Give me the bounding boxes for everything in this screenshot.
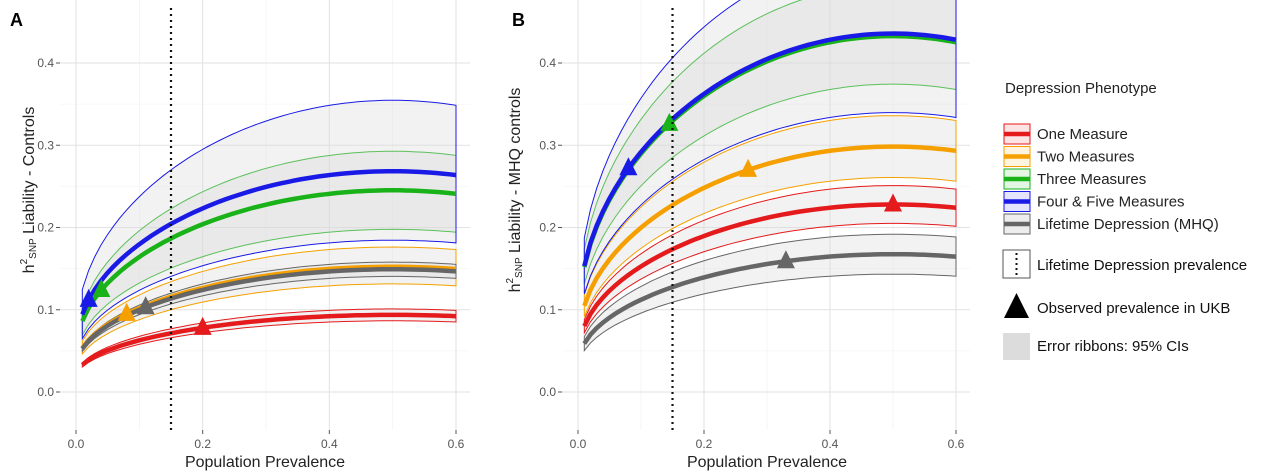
panel-b-plot xyxy=(582,0,957,430)
legend-ribbon-label: Error ribbons: 95% CIs xyxy=(1037,338,1189,355)
panel-b-ribbons xyxy=(583,0,957,353)
panel-b-x-tick-label: 0.0 xyxy=(570,437,587,451)
legend-entry-three: Three Measures xyxy=(1003,168,1146,190)
panel-a-markers xyxy=(79,279,212,335)
legend-label-three: Three Measures xyxy=(1037,171,1146,188)
legend-entry-mhq: Lifetime Depression (MHQ) xyxy=(1003,213,1219,235)
observed-marker-one xyxy=(884,193,902,212)
panel-a-y-title-h: h xyxy=(21,264,38,273)
line-two xyxy=(582,144,957,307)
line-four-five xyxy=(80,168,457,316)
legend-triangle-entry: Observed prevalence in UKB xyxy=(1004,293,1230,318)
panel-b-markers xyxy=(619,112,902,269)
panel-b-y-title-rest: Liability - MHQ controls xyxy=(507,88,524,258)
panel-b-y-axis-title: h2SNP Liability - MHQ controls xyxy=(505,88,525,293)
panel-a-x-tick-label: 0.6 xyxy=(448,437,465,451)
panel-b-ticks: 0.0 0.2 0.4 0.6 0.0 0.1 0.2 0.3 0.4 xyxy=(539,56,964,451)
panel-a-plot xyxy=(79,8,457,430)
legend-entry-four-five: Four & Five Measures xyxy=(1003,191,1185,212)
line-one xyxy=(80,312,457,367)
legend-label-four-five: Four & Five Measures xyxy=(1037,194,1185,211)
legend-dotted-entry: Lifetime Depression prevalence xyxy=(1002,249,1247,279)
legend-title: Depression Phenotype xyxy=(1005,80,1157,97)
panel-b-x-tick-label: 0.4 xyxy=(822,437,839,451)
panel-a-letter: A xyxy=(10,10,23,30)
panel-b-x-tick-label: 0.6 xyxy=(948,437,965,451)
panel-a-x-tick-label: 0.4 xyxy=(321,437,338,451)
ribbon-two xyxy=(583,115,957,317)
panel-a-y-title-sub: SNP xyxy=(28,238,39,259)
panel-b-y-tick-label: 0.1 xyxy=(539,303,556,317)
panel-a-ticks: 0.0 0.2 0.4 0.6 0.0 0.1 0.2 0.3 0.4 xyxy=(37,56,464,451)
observed-marker-four-five xyxy=(79,288,98,307)
legend-items: One Measure Two Measures Three Measures Fou… xyxy=(1003,123,1219,235)
panel-b-y-title-sub: SNP xyxy=(514,257,525,278)
ribbon-two xyxy=(81,246,457,356)
panel-b-letter: B xyxy=(512,10,525,30)
legend-entry-two: Two Measures xyxy=(1003,146,1135,167)
observed-marker-three xyxy=(660,112,679,131)
panel-a-x-tick-label: 0.2 xyxy=(194,437,211,451)
observed-marker-one xyxy=(193,316,212,335)
panel-a-ribbons xyxy=(81,99,457,368)
legend-label-mhq: Lifetime Depression (MHQ) xyxy=(1037,216,1219,233)
line-mhq xyxy=(582,251,957,345)
line-four-five xyxy=(582,31,957,267)
panel-a-y-tick-label: 0.0 xyxy=(37,385,54,399)
ribbon-four-five xyxy=(81,99,457,341)
panel-a-y-tick-label: 0.1 xyxy=(37,303,54,317)
panel-a-x-tick-label: 0.0 xyxy=(68,437,85,451)
observed-marker-three xyxy=(92,279,111,298)
ribbon-one xyxy=(583,185,957,335)
line-three xyxy=(80,188,457,323)
observed-marker-mhq xyxy=(136,296,155,315)
legend: Depression Phenotype One Measure Two Meas… xyxy=(1002,80,1247,360)
legend-triangle-label: Observed prevalence in UKB xyxy=(1037,300,1230,317)
legend-dotted-label: Lifetime Depression prevalence xyxy=(1037,257,1247,274)
panel-b-y-tick-label: 0.3 xyxy=(539,138,556,152)
panel-a: A 0.0 0.2 0.4 0.6 0.0 0.1 0.2 0.3 0.4 Population… xyxy=(10,0,470,471)
legend-ribbon-entry: Error ribbons: 95% CIs xyxy=(1003,333,1189,360)
observed-marker-mhq xyxy=(776,250,795,269)
panel-a-y-tick-label: 0.2 xyxy=(37,221,54,235)
panel-b-y-tick-label: 0.4 xyxy=(539,56,556,70)
panel-b-x-axis-title: Population Prevalence xyxy=(687,454,847,471)
panel-a-y-tick-label: 0.3 xyxy=(37,138,54,152)
panel-b-x-tick-label: 0.2 xyxy=(696,437,713,451)
panel-b-y-tick-label: 0.0 xyxy=(539,385,556,399)
panel-b-y-title-sup: 2 xyxy=(505,278,516,284)
legend-label-two: Two Measures xyxy=(1037,149,1135,166)
legend-label-one: One Measure xyxy=(1037,126,1128,143)
panel-b: B 0.0 0.2 0.4 0.6 0.0 0.1 0.2 0.3 0.4 Population… xyxy=(505,0,970,471)
panel-a-y-axis-title: h2SNP Liability - Controls xyxy=(19,107,39,274)
panel-a-x-axis-title: Population Prevalence xyxy=(185,454,345,471)
legend-triangle-icon xyxy=(1004,293,1029,318)
panel-b-y-tick-label: 0.2 xyxy=(539,221,556,235)
legend-ribbon-key xyxy=(1003,333,1030,360)
panel-a-y-tick-label: 0.4 xyxy=(37,56,54,70)
ribbon-mhq xyxy=(583,233,957,353)
panel-b-y-title-h: h xyxy=(507,284,524,293)
observed-marker-two xyxy=(117,302,136,321)
panel-a-y-title-rest: Liability - Controls xyxy=(21,107,38,239)
observed-marker-two xyxy=(739,158,758,177)
panel-a-y-title-sup: 2 xyxy=(19,258,30,264)
observed-marker-four-five xyxy=(619,157,638,176)
ribbon-four-five xyxy=(583,0,957,294)
legend-entry-one: One Measure xyxy=(1003,123,1128,145)
